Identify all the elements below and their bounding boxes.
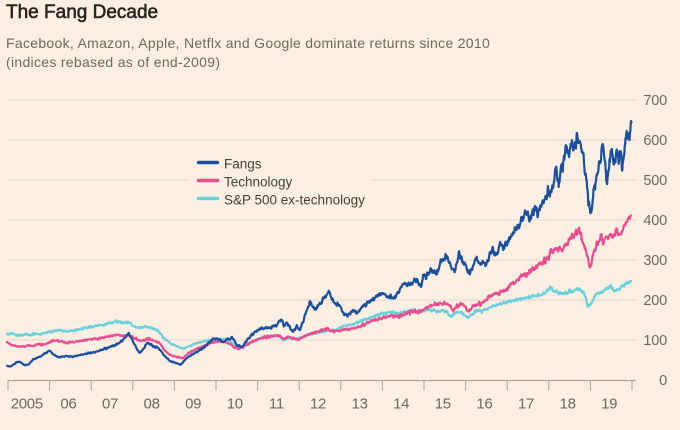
svg-text:12: 12 [310,396,326,413]
svg-text:2005: 2005 [11,396,43,413]
svg-text:18: 18 [560,396,576,413]
svg-text:14: 14 [393,396,409,413]
svg-text:15: 15 [435,396,451,413]
svg-text:100: 100 [643,333,667,349]
svg-text:06: 06 [60,396,76,413]
svg-text:700: 700 [643,93,667,109]
svg-text:16: 16 [476,396,492,413]
svg-text:17: 17 [518,396,534,413]
svg-text:11: 11 [269,396,284,413]
svg-text:10: 10 [227,396,243,413]
svg-text:09: 09 [185,396,201,413]
svg-text:300: 300 [643,253,667,269]
svg-text:08: 08 [144,396,160,413]
svg-text:400: 400 [643,213,667,229]
svg-text:19: 19 [601,396,617,413]
svg-text:07: 07 [102,396,118,413]
svg-text:Technology: Technology [224,175,293,190]
svg-text:Fangs: Fangs [224,157,262,172]
svg-text:S&P 500 ex-technology: S&P 500 ex-technology [224,193,365,208]
svg-text:200: 200 [643,293,667,309]
svg-text:0: 0 [659,373,667,389]
svg-text:500: 500 [643,173,667,189]
svg-text:600: 600 [643,133,667,149]
svg-text:13: 13 [352,396,368,413]
